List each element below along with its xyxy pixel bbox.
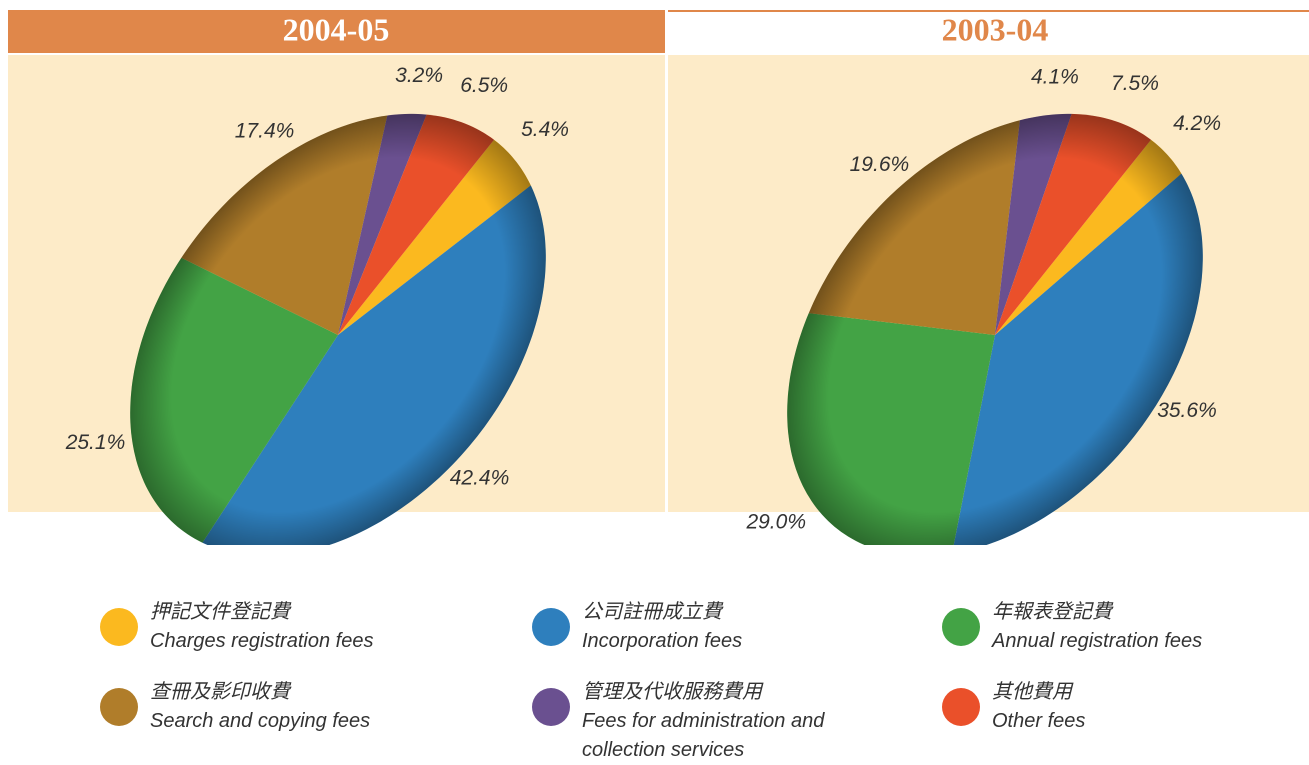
- legend-item: 押記文件登記費 Charges registration fees: [100, 598, 532, 656]
- legend-text: 其他費用 Other fees: [992, 678, 1237, 736]
- legend-text: 管理及代收服務費用 Fees for administration and col…: [582, 678, 827, 765]
- data-label: 3.2%: [395, 64, 443, 87]
- legend-swatch: [532, 688, 570, 726]
- legend-text: 年報表登記費 Annual registration fees: [992, 598, 1237, 656]
- legend-item: 公司註冊成立費 Incorporation fees: [532, 598, 942, 656]
- data-label: 29.0%: [745, 510, 806, 533]
- chart-title: 2003-04: [942, 11, 1049, 47]
- legend-item: 查冊及影印收費 Search and copying fees: [100, 678, 532, 765]
- legend-label: Other fees: [992, 710, 1086, 732]
- pie: [130, 113, 546, 545]
- legend-swatch: [532, 608, 570, 646]
- pie-shading: [787, 113, 1203, 545]
- legend-label: Charges registration fees: [150, 630, 374, 652]
- header-bar: [8, 10, 665, 53]
- legend-swatch: [100, 608, 138, 646]
- legend-swatch: [942, 688, 980, 726]
- data-label: 4.1%: [1031, 65, 1079, 88]
- legend-label: Search and copying fees: [150, 710, 371, 732]
- legend: 押記文件登記費 Charges registration fees 公司註冊成立費 I…: [100, 598, 1272, 765]
- legend-item: 其他費用 Other fees: [942, 678, 1272, 765]
- legend-swatch: [100, 688, 138, 726]
- data-label: 25.1%: [65, 431, 126, 454]
- legend-label: 其他費用: [992, 681, 1072, 703]
- chart-title: 2004-05: [283, 11, 390, 47]
- legend-item: 管理及代收服務費用 Fees for administration and col…: [532, 678, 942, 765]
- legend-item: 年報表登記費 Annual registration fees: [942, 598, 1272, 656]
- legend-text: 押記文件登記費 Charges registration fees: [150, 598, 395, 656]
- legend-text: 公司註冊成立費 Incorporation fees: [582, 598, 827, 656]
- legend-label: 押記文件登記費: [150, 601, 290, 623]
- legend-label: Fees for administration and collection s…: [582, 710, 825, 761]
- legend-label: 公司註冊成立費: [582, 601, 722, 623]
- data-label: 4.2%: [1173, 112, 1221, 135]
- pie-shading: [130, 113, 546, 545]
- data-label: 19.6%: [850, 153, 910, 176]
- data-label: 17.4%: [235, 119, 295, 142]
- header-bar: [668, 10, 1309, 53]
- legend-text: 查冊及影印收費 Search and copying fees: [150, 678, 395, 736]
- legend-label: 管理及代收服務費用: [582, 681, 762, 703]
- pie: [787, 113, 1203, 545]
- legend-swatch: [942, 608, 980, 646]
- data-label: 35.6%: [1157, 399, 1217, 422]
- data-label: 5.4%: [521, 118, 569, 141]
- data-label: 7.5%: [1111, 72, 1159, 95]
- data-label: 42.4%: [450, 466, 510, 489]
- legend-label: 查冊及影印收費: [150, 681, 290, 703]
- data-label: 6.5%: [460, 74, 508, 97]
- legend-label: 年報表登記費: [992, 601, 1112, 623]
- legend-label: Annual registration fees: [992, 630, 1203, 652]
- legend-label: Incorporation fees: [582, 630, 743, 652]
